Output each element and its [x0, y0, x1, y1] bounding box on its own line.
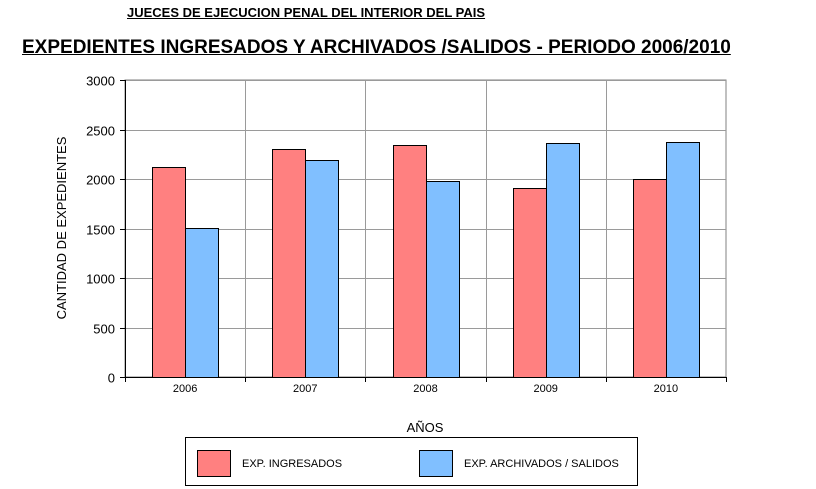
- x-tick-label: 2006: [173, 383, 197, 395]
- y-tick-label: 3000: [86, 74, 115, 89]
- bar-archivados-2008: [426, 181, 460, 378]
- bar-archivados-2007: [305, 160, 339, 378]
- x-tick-label: 2007: [293, 383, 317, 395]
- y-tick-label: 2000: [86, 173, 115, 188]
- y-tick-label: 2500: [86, 124, 115, 139]
- bar-ingresados-2010: [633, 179, 667, 378]
- x-tick-label: 2009: [533, 383, 557, 395]
- x-tick-labels: 2006 2007 2008 2009 2010: [173, 383, 678, 395]
- bar-ingresados-2008: [393, 145, 427, 378]
- y-axis-label: CANTIDAD DE EXPEDIENTES: [54, 136, 69, 319]
- y-tick-labels: 0 500 1000 1500 2000 2500 3000: [86, 74, 115, 386]
- y-tick-label: 0: [108, 371, 115, 386]
- bar-archivados-2009: [546, 143, 580, 378]
- legend-label-archivados: EXP. ARCHIVADOS / SALIDOS: [464, 457, 619, 470]
- bar-ingresados-2007: [272, 149, 306, 378]
- bar-archivados-2006: [185, 228, 219, 378]
- legend-item-ingresados: EXP. INGRESADOS: [197, 450, 342, 477]
- bar-ingresados-2006: [152, 167, 186, 378]
- legend-swatch-ingresados: [197, 450, 231, 477]
- legend: EXP. INGRESADOS EXP. ARCHIVADOS / SALIDO…: [185, 437, 638, 486]
- y-tick-label: 1000: [86, 272, 115, 287]
- y-tick-label: 500: [93, 322, 115, 337]
- legend-item-archivados: EXP. ARCHIVADOS / SALIDOS: [419, 450, 619, 477]
- chart-title: EXPEDIENTES INGRESADOS Y ARCHIVADOS /SAL…: [22, 37, 731, 58]
- bar-archivados-2010: [666, 142, 700, 378]
- x-axis-label: AÑOS: [407, 420, 444, 435]
- legend-label-ingresados: EXP. INGRESADOS: [242, 457, 343, 470]
- x-tick-label: 2008: [413, 383, 437, 395]
- x-tick-label: 2010: [654, 383, 678, 395]
- y-tick-label: 1500: [86, 223, 115, 238]
- legend-swatch-archivados: [419, 450, 453, 477]
- bar-ingresados-2009: [513, 188, 547, 378]
- chart-supertitle: JUECES DE EJECUCION PENAL DEL INTERIOR D…: [127, 5, 486, 20]
- axes: [120, 80, 727, 382]
